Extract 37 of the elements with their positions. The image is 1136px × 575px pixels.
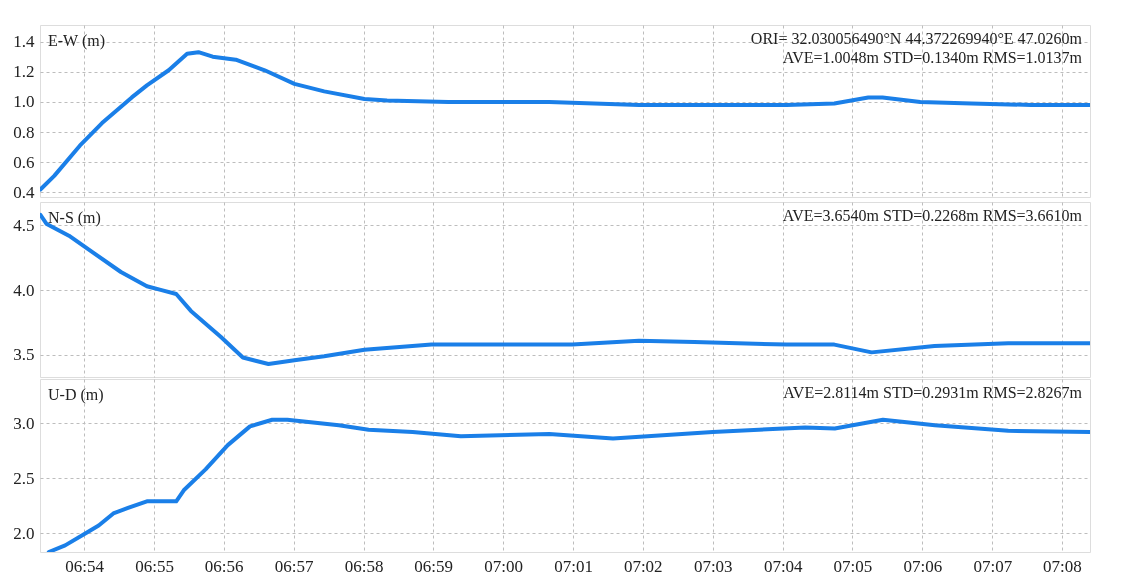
annotation: AVE=3.6540m STD=0.2268m RMS=3.6610m bbox=[782, 207, 1083, 224]
y-axis-title: E-W (m) bbox=[48, 32, 106, 50]
x-tick-label: 07:08 bbox=[1043, 556, 1082, 575]
annotation: AVE=2.8114m STD=0.2931m RMS=2.8267m bbox=[783, 384, 1083, 401]
y-tick-label: 3.0 bbox=[13, 413, 35, 433]
x-tick-label: 07:05 bbox=[833, 556, 873, 575]
line-series bbox=[40, 212, 1090, 367]
y-axis-title: U-D (m) bbox=[48, 386, 104, 404]
x-tick-label: 07:00 bbox=[484, 556, 524, 575]
annotation: AVE=1.0048m STD=0.1340m RMS=1.0137m bbox=[782, 49, 1083, 66]
y-tick-label: 1.0 bbox=[13, 92, 35, 112]
y-tick-label: 4.0 bbox=[13, 280, 35, 300]
x-tick-label: 06:59 bbox=[414, 556, 454, 575]
y-tick-label: 0.8 bbox=[13, 122, 35, 142]
y-tick-label: 1.4 bbox=[13, 32, 35, 52]
x-tick-label: 07:03 bbox=[693, 556, 733, 575]
y-axis-title: N-S (m) bbox=[48, 209, 101, 227]
x-tick-label: 06:58 bbox=[344, 556, 384, 575]
x-tick-label: 06:57 bbox=[274, 556, 314, 575]
y-tick-label: 2.5 bbox=[13, 468, 35, 488]
x-tick-label: 06:56 bbox=[204, 556, 244, 575]
y-tick-label: 2.0 bbox=[13, 523, 35, 543]
line-series bbox=[40, 50, 1090, 192]
x-tick-label: 06:54 bbox=[65, 556, 105, 575]
line-series bbox=[46, 417, 1090, 552]
y-tick-label: 0.4 bbox=[13, 182, 35, 202]
annotation: ORI= 32.030056490°N 44.372269940°E 47.0260m bbox=[750, 30, 1083, 47]
x-tick-label: 07:04 bbox=[763, 556, 804, 575]
x-tick-label: 07:07 bbox=[973, 556, 1013, 575]
y-tick-label: 3.5 bbox=[13, 345, 35, 365]
y-tick-label: 0.6 bbox=[13, 152, 35, 172]
x-tick-label: 07:01 bbox=[554, 556, 594, 575]
y-tick-label: 4.5 bbox=[13, 215, 35, 235]
y-tick-label: 1.2 bbox=[13, 62, 35, 82]
x-tick-label: 07:06 bbox=[903, 556, 943, 575]
x-tick-label: 07:02 bbox=[623, 556, 663, 575]
x-tick-label: 06:55 bbox=[135, 556, 174, 575]
